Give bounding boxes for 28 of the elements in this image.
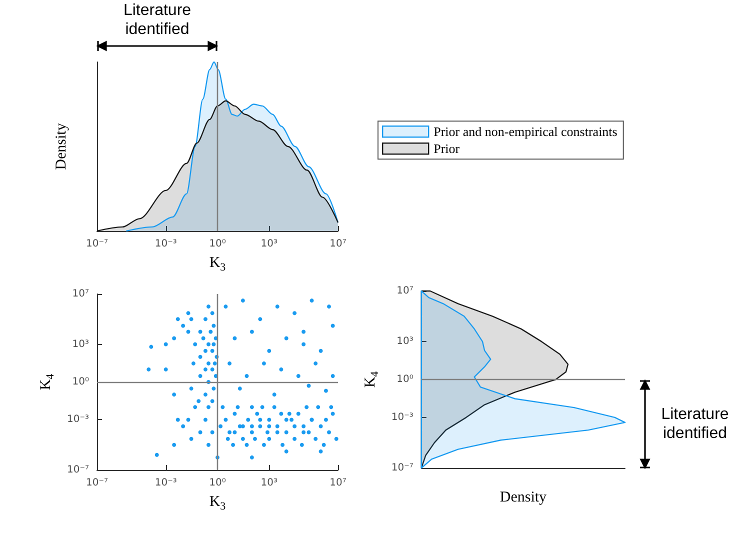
x-tick-label: 10⁻³ — [154, 238, 177, 250]
text: Literature identified — [122, 1, 192, 39]
x-axis-title: Density — [500, 490, 548, 506]
text: Literature identified — [660, 404, 730, 443]
x-tick-label: 10⁷ — [330, 478, 346, 488]
y-tick-label: 10⁰ — [396, 374, 414, 385]
y-tick-label: 10⁻³ — [66, 414, 89, 426]
x-tick-label: 10³ — [260, 478, 278, 488]
x-tick-label: 10³ — [260, 238, 278, 250]
y-tick-label: 10³ — [396, 336, 414, 348]
legend-label: Prior — [434, 141, 460, 156]
y-tick-label: 10⁷ — [396, 286, 414, 296]
x-tick-label: 10⁻³ — [154, 478, 177, 488]
x-tick-label: 10⁷ — [330, 238, 346, 250]
x-tick-label: 10⁰ — [209, 478, 226, 488]
y-tick-label: 10⁻⁷ — [391, 462, 414, 474]
y-tick-label: 10³ — [72, 338, 89, 350]
y-tick-label: 10⁰ — [72, 376, 89, 388]
y-tick-label: 10⁻³ — [391, 412, 414, 423]
y-tick-label: 10⁻⁷ — [66, 464, 89, 476]
y-axis-title: K4 — [362, 370, 381, 388]
y-axis-title: Density — [54, 122, 70, 170]
y-axis-title: K4 — [38, 373, 57, 390]
x-tick-label: 10⁻⁷ — [86, 238, 108, 250]
x-tick-label: 10⁰ — [209, 238, 226, 250]
legend-label: Prior and non-empirical constraints — [434, 124, 618, 140]
x-tick-label: 10⁻⁷ — [86, 478, 108, 488]
y-tick-label: 10⁷ — [72, 288, 89, 300]
